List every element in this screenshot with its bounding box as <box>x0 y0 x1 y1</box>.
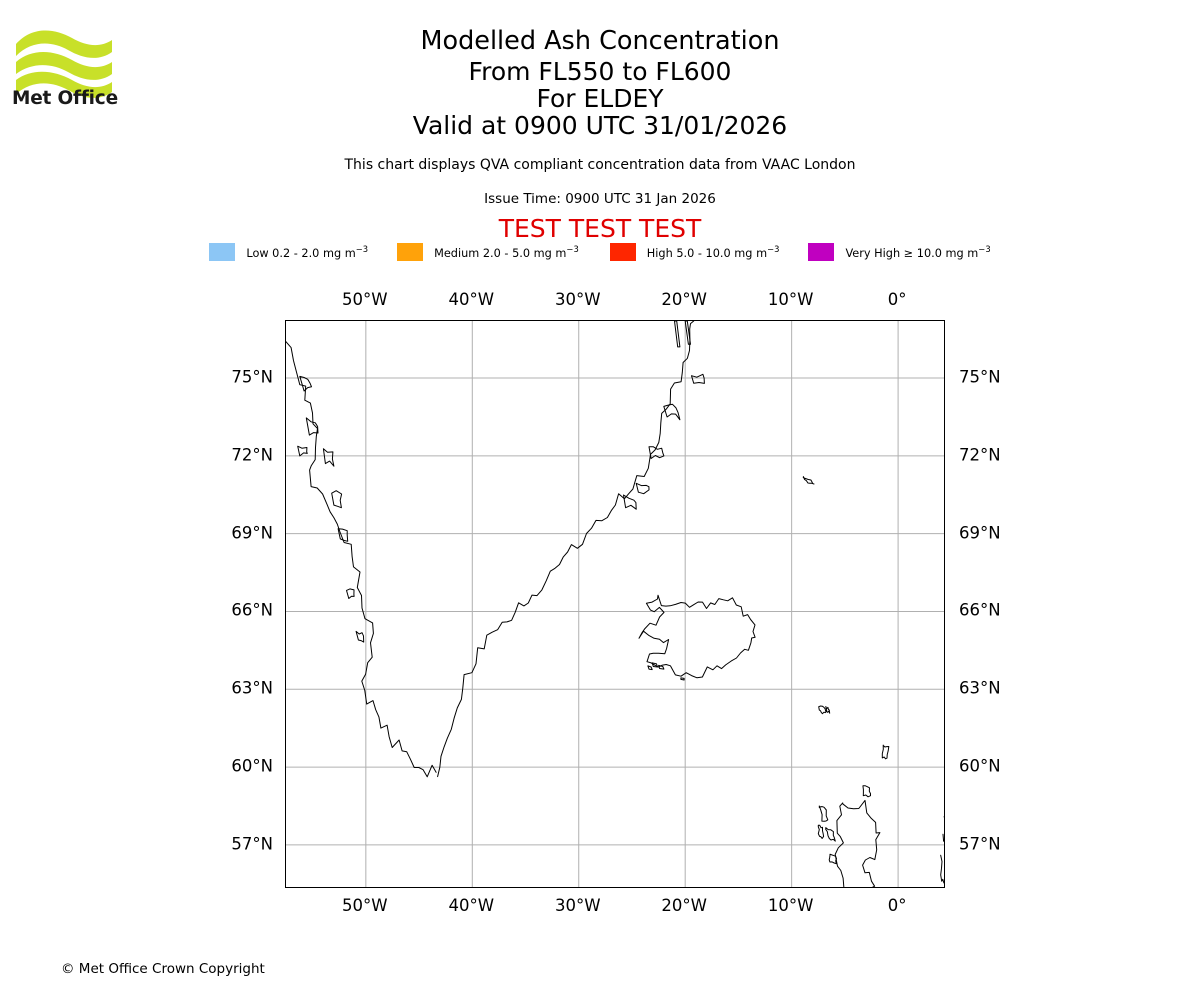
lat-tick-right-69°N: 69°N <box>959 523 1001 543</box>
issue-time: Issue Time: 0900 UTC 31 Jan 2026 <box>484 191 716 207</box>
lat-tick-left-69°N: 69°N <box>231 523 273 543</box>
map-coastlines <box>286 321 944 887</box>
legend-label-very-high: Very High ≥ 10.0 mg m−3 <box>845 244 991 260</box>
lat-tick-left-63°N: 63°N <box>231 678 273 698</box>
title-line-3: For ELDEY <box>536 84 664 113</box>
met-office-logo-text: Met Office <box>12 88 118 109</box>
lat-tick-right-63°N: 63°N <box>959 678 1001 698</box>
lon-tick-0°: 0° <box>887 896 907 915</box>
legend-very-high: Very High ≥ 10.0 mg m−3 <box>808 243 991 261</box>
legend-high: High 5.0 - 10.0 mg m−3 <box>609 243 780 261</box>
legend-label-low: Low 0.2 - 2.0 mg m−3 <box>246 244 369 260</box>
met-office-logo <box>14 22 124 114</box>
concentration-legend: Low 0.2 - 2.0 mg m−3 Medium 2.0 - 5.0 mg… <box>0 243 1200 261</box>
title-line-4: Valid at 0900 UTC 31/01/2026 <box>412 111 788 140</box>
legend-label-medium: Medium 2.0 - 5.0 mg m−3 <box>434 244 579 260</box>
legend-swatch-medium <box>397 243 424 261</box>
lon-tick-50°W: 50°W <box>342 896 388 915</box>
legend-label-high: High 5.0 - 10.0 mg m−3 <box>646 244 780 260</box>
lon-tick-0°: 0° <box>887 290 907 309</box>
chart-subtitle: This chart displays QVA compliant concen… <box>344 157 856 173</box>
lon-tick-30°W: 30°W <box>554 896 601 915</box>
title-line-2: From FL550 to FL600 <box>468 57 732 86</box>
copyright-notice: © Met Office Crown Copyright <box>61 961 265 977</box>
lat-tick-right-75°N: 75°N <box>959 367 1001 387</box>
lon-tick-20°W: 20°W <box>661 290 707 309</box>
lon-tick-40°W: 40°W <box>448 290 495 309</box>
lat-tick-right-66°N: 66°N <box>959 600 1001 620</box>
page-title: Modelled Ash Concentration From FL550 to… <box>0 26 1200 140</box>
legend-swatch-low <box>209 243 236 261</box>
map-plot-area <box>285 320 945 888</box>
lon-tick-50°W: 50°W <box>342 290 388 309</box>
lon-tick-40°W: 40°W <box>448 896 495 915</box>
lat-tick-left-66°N: 66°N <box>231 600 273 620</box>
lat-tick-left-75°N: 75°N <box>231 367 273 387</box>
test-banner: TEST TEST TEST <box>498 214 702 243</box>
lat-tick-right-57°N: 57°N <box>959 834 1001 854</box>
lat-tick-right-72°N: 72°N <box>959 445 1001 465</box>
lat-tick-left-60°N: 60°N <box>231 756 273 776</box>
title-line-1: Modelled Ash Concentration <box>420 26 780 56</box>
map-container: 50°W 50°W 40°W 40°W 30°W 30°W 20°W 20°W 10°W 10°W… <box>231 290 1000 915</box>
map-gridlines <box>286 321 944 887</box>
legend-swatch-high <box>609 243 636 261</box>
lon-tick-10°W: 10°W <box>767 290 814 309</box>
legend-low: Low 0.2 - 2.0 mg m−3 <box>209 243 368 261</box>
legend-medium: Medium 2.0 - 5.0 mg m−3 <box>397 243 579 261</box>
lat-tick-left-72°N: 72°N <box>231 445 273 465</box>
lon-tick-20°W: 20°W <box>661 896 707 915</box>
legend-swatch-very-high <box>808 243 835 261</box>
lat-tick-right-60°N: 60°N <box>959 756 1001 776</box>
lat-tick-left-57°N: 57°N <box>231 834 273 854</box>
lon-tick-10°W: 10°W <box>767 896 814 915</box>
lon-tick-30°W: 30°W <box>554 290 601 309</box>
